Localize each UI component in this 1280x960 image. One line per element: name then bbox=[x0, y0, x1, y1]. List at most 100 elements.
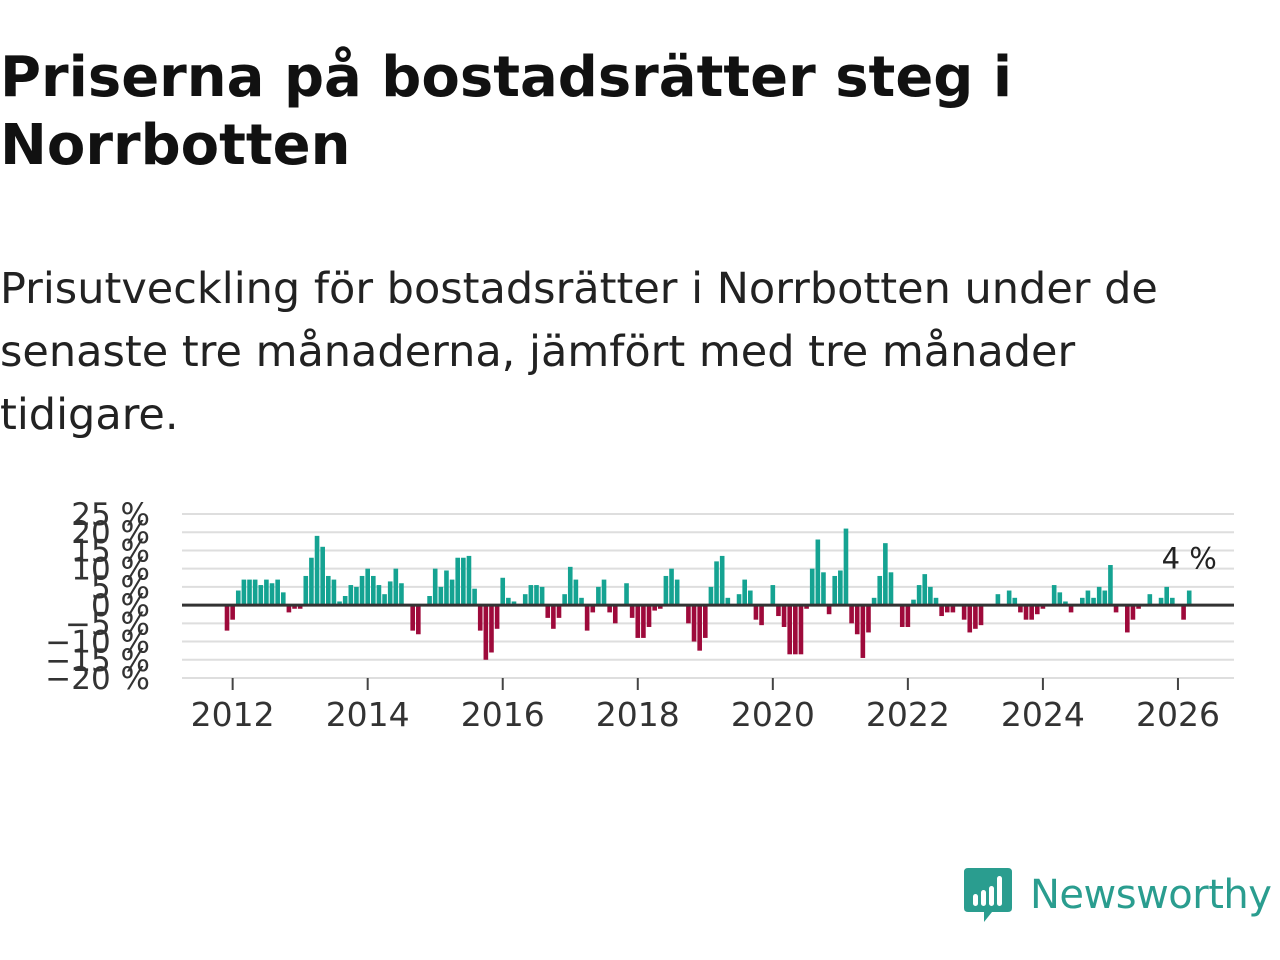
bar bbox=[320, 546, 325, 606]
bar bbox=[1186, 590, 1192, 606]
bar bbox=[539, 586, 545, 606]
bar bbox=[562, 594, 567, 606]
bar bbox=[877, 575, 883, 606]
bar bbox=[399, 583, 404, 606]
bar bbox=[466, 555, 472, 606]
bar bbox=[1125, 605, 1130, 633]
bar bbox=[275, 579, 280, 606]
bar bbox=[1170, 597, 1175, 606]
bar bbox=[444, 570, 449, 606]
bar bbox=[376, 585, 382, 606]
bar bbox=[325, 575, 331, 606]
y-tick-label: −20 % bbox=[45, 661, 150, 697]
bar bbox=[686, 605, 691, 624]
price-change-bar-chart: 25 %20 %15 %10 %5 %0 %−5 %−10 %−15 %−20 … bbox=[45, 497, 1234, 734]
bar bbox=[264, 579, 269, 606]
bar bbox=[624, 583, 629, 606]
bar bbox=[387, 581, 393, 606]
bar bbox=[573, 579, 579, 606]
bar bbox=[978, 605, 984, 626]
bar bbox=[511, 601, 517, 606]
x-tick-label: 2020 bbox=[731, 695, 815, 734]
y-tick-label: 0 % bbox=[91, 588, 150, 624]
bar bbox=[916, 585, 922, 606]
bar bbox=[629, 605, 635, 618]
x-axis-ticks: 2012 2014 2016 2018 2020 2022 2024 2026 bbox=[191, 678, 1220, 734]
bar bbox=[224, 605, 230, 631]
bar bbox=[342, 596, 348, 606]
bar bbox=[674, 579, 680, 606]
bar bbox=[230, 605, 235, 620]
bar bbox=[416, 605, 421, 635]
bar bbox=[657, 605, 663, 609]
bar bbox=[776, 605, 781, 617]
bar bbox=[928, 586, 933, 606]
bar bbox=[781, 605, 787, 627]
bar bbox=[719, 555, 725, 606]
bar bbox=[905, 605, 911, 627]
y-tick-label: −5 % bbox=[65, 606, 150, 642]
bar bbox=[911, 599, 916, 606]
y-tick-label: 10 % bbox=[71, 552, 150, 588]
bar bbox=[247, 579, 252, 606]
x-tick-label: 2022 bbox=[866, 695, 950, 734]
bar bbox=[663, 575, 669, 606]
bar bbox=[832, 575, 838, 606]
y-tick-label: 25 % bbox=[71, 497, 150, 533]
bar bbox=[753, 605, 759, 620]
bar bbox=[1102, 590, 1108, 606]
x-tick-label: 2014 bbox=[326, 695, 410, 734]
bar bbox=[432, 568, 438, 606]
bar bbox=[804, 605, 809, 609]
bar bbox=[815, 539, 821, 606]
bar bbox=[838, 570, 843, 606]
bar bbox=[1108, 565, 1113, 606]
bar bbox=[1130, 605, 1136, 620]
bar bbox=[534, 585, 539, 606]
bar bbox=[556, 605, 562, 618]
bar bbox=[871, 597, 877, 606]
bar bbox=[866, 605, 871, 633]
bar bbox=[1096, 586, 1102, 606]
bar bbox=[410, 605, 416, 631]
bar-chart-speech-bubble-icon bbox=[964, 868, 1012, 922]
x-tick-label: 2024 bbox=[1001, 695, 1085, 734]
x-tick-label: 2026 bbox=[1136, 695, 1220, 734]
bar bbox=[759, 605, 764, 626]
bar bbox=[1040, 605, 1046, 609]
bar bbox=[1085, 590, 1091, 606]
bar bbox=[590, 605, 596, 613]
bar bbox=[1068, 605, 1074, 613]
bar bbox=[584, 605, 590, 631]
bar bbox=[309, 557, 314, 606]
bar bbox=[1063, 601, 1068, 606]
bar bbox=[1164, 586, 1170, 606]
chart-title: Priserna på bostadsrätter steg i Norrbot… bbox=[0, 45, 1013, 178]
bar bbox=[303, 575, 309, 606]
chart-subtitle: Prisutveckling för bostadsrätter i Norrb… bbox=[0, 264, 1158, 440]
bar bbox=[922, 574, 928, 606]
y-tick-label: 20 % bbox=[71, 515, 150, 551]
bar bbox=[1006, 590, 1012, 606]
bar bbox=[371, 575, 376, 606]
bar bbox=[506, 597, 511, 606]
bar bbox=[798, 605, 804, 655]
y-tick-label: 15 % bbox=[71, 533, 150, 569]
bar bbox=[860, 605, 866, 658]
bar bbox=[612, 605, 618, 624]
bar bbox=[258, 585, 264, 606]
bar bbox=[809, 568, 815, 606]
bar bbox=[1057, 592, 1063, 606]
bar bbox=[567, 566, 573, 606]
bar bbox=[489, 605, 494, 653]
bar bbox=[641, 605, 646, 638]
bar bbox=[973, 605, 978, 629]
bar bbox=[607, 605, 612, 613]
bar bbox=[292, 605, 297, 609]
y-axis-ticks: 25 %20 %15 %10 %5 %0 %−5 %−10 %−15 %−20 … bbox=[45, 497, 150, 697]
bar bbox=[854, 605, 860, 635]
bar bbox=[714, 561, 719, 606]
bar bbox=[742, 579, 747, 606]
bar bbox=[579, 597, 584, 606]
x-tick-label: 2012 bbox=[191, 695, 275, 734]
